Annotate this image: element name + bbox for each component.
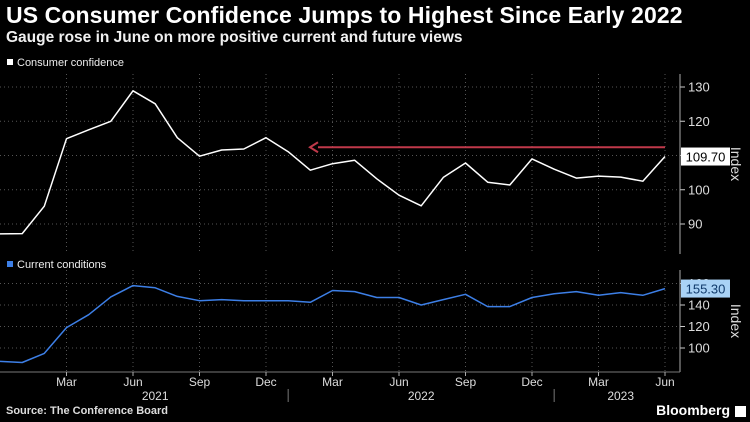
y-tick-label: 140 <box>688 298 710 313</box>
source-note: Source: The Conference Board <box>6 405 168 417</box>
x-tick-label: Jun <box>123 375 142 389</box>
last-value-box <box>681 279 730 298</box>
x-tick-label: Jun <box>655 375 674 389</box>
y-tick-label: 120 <box>688 319 710 334</box>
legend-swatch <box>7 59 13 65</box>
y-tick-label: 100 <box>688 341 710 356</box>
series-line <box>0 90 666 235</box>
y-tick-label: 120 <box>688 114 710 129</box>
last-value-box <box>681 147 730 166</box>
last-value-label: 155.30 <box>686 282 726 297</box>
brand-square-icon <box>735 406 746 417</box>
y-tick-label: 90 <box>688 217 702 232</box>
legend-label: Consumer confidence <box>17 57 124 69</box>
x-tick-label: Jun <box>389 375 408 389</box>
series-line <box>0 284 666 364</box>
legend-swatch <box>7 261 13 267</box>
y-axis-title: Index <box>728 304 744 338</box>
chart-title: US Consumer Confidence Jumps to Highest … <box>6 2 683 28</box>
year-label: 2023 <box>607 389 634 403</box>
year-label: 2022 <box>408 389 435 403</box>
x-tick-label: Mar <box>56 375 77 389</box>
x-tick-label: Dec <box>521 375 542 389</box>
x-tick-label: Sep <box>455 375 477 389</box>
x-tick-label: Mar <box>588 375 609 389</box>
chart-subtitle: Gauge rose in June on more positive curr… <box>6 29 463 46</box>
bloomberg-logo: Bloomberg <box>656 402 730 418</box>
x-tick-label: Sep <box>189 375 211 389</box>
x-tick-label: Mar <box>322 375 343 389</box>
y-tick-label: 100 <box>688 182 710 197</box>
y-tick-label: 130 <box>688 80 710 95</box>
annotation-arrow-head <box>308 141 319 154</box>
x-tick-label: Dec <box>255 375 276 389</box>
year-label: 2021 <box>142 389 169 403</box>
last-value-label: 109.70 <box>686 150 726 165</box>
legend-label: Current conditions <box>17 259 107 271</box>
y-axis-title: Index <box>728 147 744 181</box>
